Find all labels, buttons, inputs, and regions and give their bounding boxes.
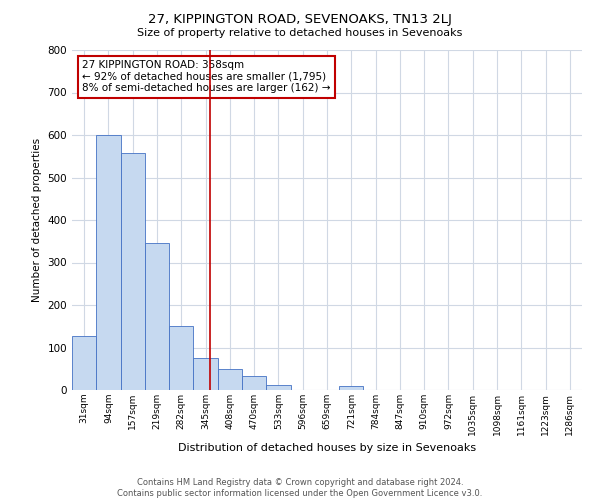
- Text: 27, KIPPINGTON ROAD, SEVENOAKS, TN13 2LJ: 27, KIPPINGTON ROAD, SEVENOAKS, TN13 2LJ: [148, 12, 452, 26]
- Bar: [193, 358, 218, 390]
- Bar: [72, 336, 96, 390]
- Bar: [96, 135, 121, 390]
- Bar: [121, 154, 145, 390]
- Y-axis label: Number of detached properties: Number of detached properties: [32, 138, 42, 302]
- X-axis label: Distribution of detached houses by size in Sevenoaks: Distribution of detached houses by size …: [178, 443, 476, 453]
- Bar: [145, 242, 169, 390]
- Bar: [266, 385, 290, 390]
- Text: 27 KIPPINGTON ROAD: 358sqm
← 92% of detached houses are smaller (1,795)
8% of se: 27 KIPPINGTON ROAD: 358sqm ← 92% of deta…: [82, 60, 331, 94]
- Text: Contains HM Land Registry data © Crown copyright and database right 2024.
Contai: Contains HM Land Registry data © Crown c…: [118, 478, 482, 498]
- Text: Size of property relative to detached houses in Sevenoaks: Size of property relative to detached ho…: [137, 28, 463, 38]
- Bar: [169, 326, 193, 390]
- Bar: [242, 376, 266, 390]
- Bar: [218, 369, 242, 390]
- Bar: [339, 386, 364, 390]
